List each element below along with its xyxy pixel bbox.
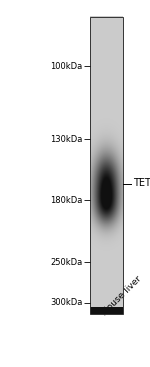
Text: 250kDa: 250kDa: [50, 258, 82, 267]
Bar: [90, 17, 123, 314]
Bar: [90, 17, 123, 314]
Text: 100kDa: 100kDa: [50, 62, 82, 70]
Text: Mouse liver: Mouse liver: [100, 274, 143, 317]
Text: 180kDa: 180kDa: [50, 196, 82, 204]
Text: 130kDa: 130kDa: [50, 135, 82, 144]
Text: TET3: TET3: [134, 178, 150, 189]
Bar: [90, 307, 123, 314]
Text: 300kDa: 300kDa: [50, 298, 82, 307]
